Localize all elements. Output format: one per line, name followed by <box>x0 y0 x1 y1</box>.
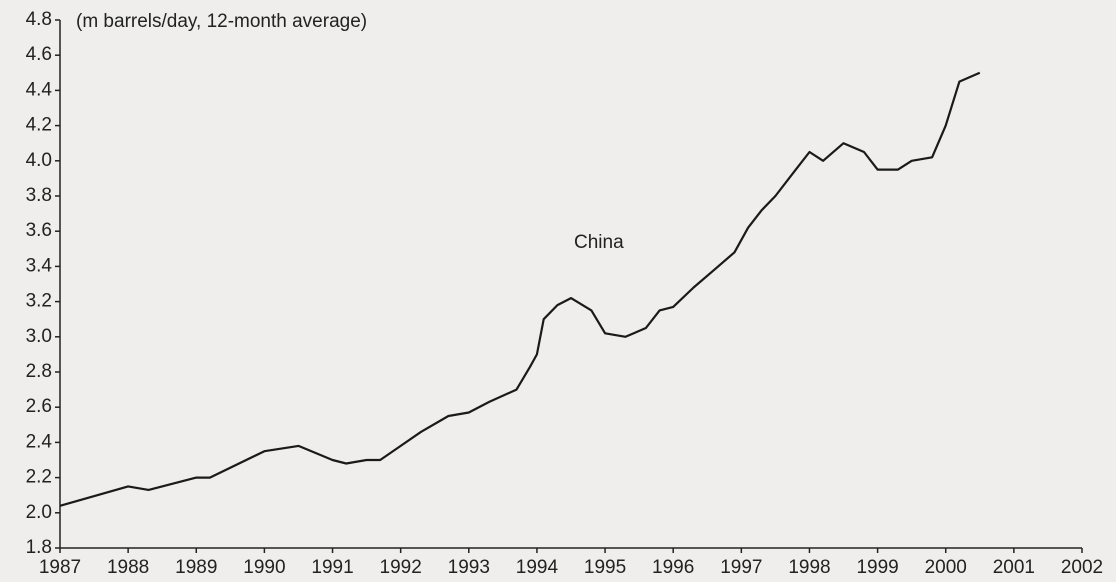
x-tick-label: 1993 <box>448 557 490 578</box>
x-tick-label: 1997 <box>720 557 762 578</box>
x-tick-label: 1992 <box>380 557 422 578</box>
chart-subtitle: (m barrels/day, 12-month average) <box>76 11 367 32</box>
series-label: China <box>574 232 624 253</box>
y-tick-label: 1.8 <box>26 537 52 558</box>
x-tick-label: 1989 <box>175 557 217 578</box>
y-tick-label: 2.2 <box>26 467 52 488</box>
y-tick-label: 4.4 <box>26 79 53 100</box>
y-tick-label: 2.6 <box>26 396 52 417</box>
y-tick-label: 2.8 <box>26 361 52 382</box>
x-tick-label: 1987 <box>39 557 81 578</box>
y-tick-label: 3.0 <box>26 326 52 347</box>
x-tick-label: 1999 <box>856 557 898 578</box>
x-tick-label: 2000 <box>925 557 967 578</box>
y-tick-label: 3.8 <box>26 185 52 206</box>
x-tick-label: 2001 <box>993 557 1035 578</box>
line <box>59 71 981 507</box>
x-tick-label: 1988 <box>107 557 149 578</box>
x-tick-label: 1996 <box>652 557 694 578</box>
x-tick-label: 1991 <box>311 557 353 578</box>
y-tick-label: 4.6 <box>26 44 52 65</box>
x-tick-label: 1994 <box>516 557 559 578</box>
y-tick-label: 3.2 <box>26 291 52 312</box>
x-tick-label: 2002 <box>1061 557 1103 578</box>
x-tick-label: 1998 <box>788 557 830 578</box>
y-tick-label: 4.2 <box>26 115 52 136</box>
y-tick-label: 2.0 <box>26 502 52 523</box>
y-tick-label: 4.8 <box>26 9 52 30</box>
y-tick-label: 3.4 <box>26 255 53 276</box>
y-tick-label: 4.0 <box>26 150 52 171</box>
y-tick-label: 3.6 <box>26 220 52 241</box>
y-tick-label: 2.4 <box>26 431 53 452</box>
x-tick-label: 1995 <box>584 557 626 578</box>
x-tick-label: 1990 <box>243 557 285 578</box>
